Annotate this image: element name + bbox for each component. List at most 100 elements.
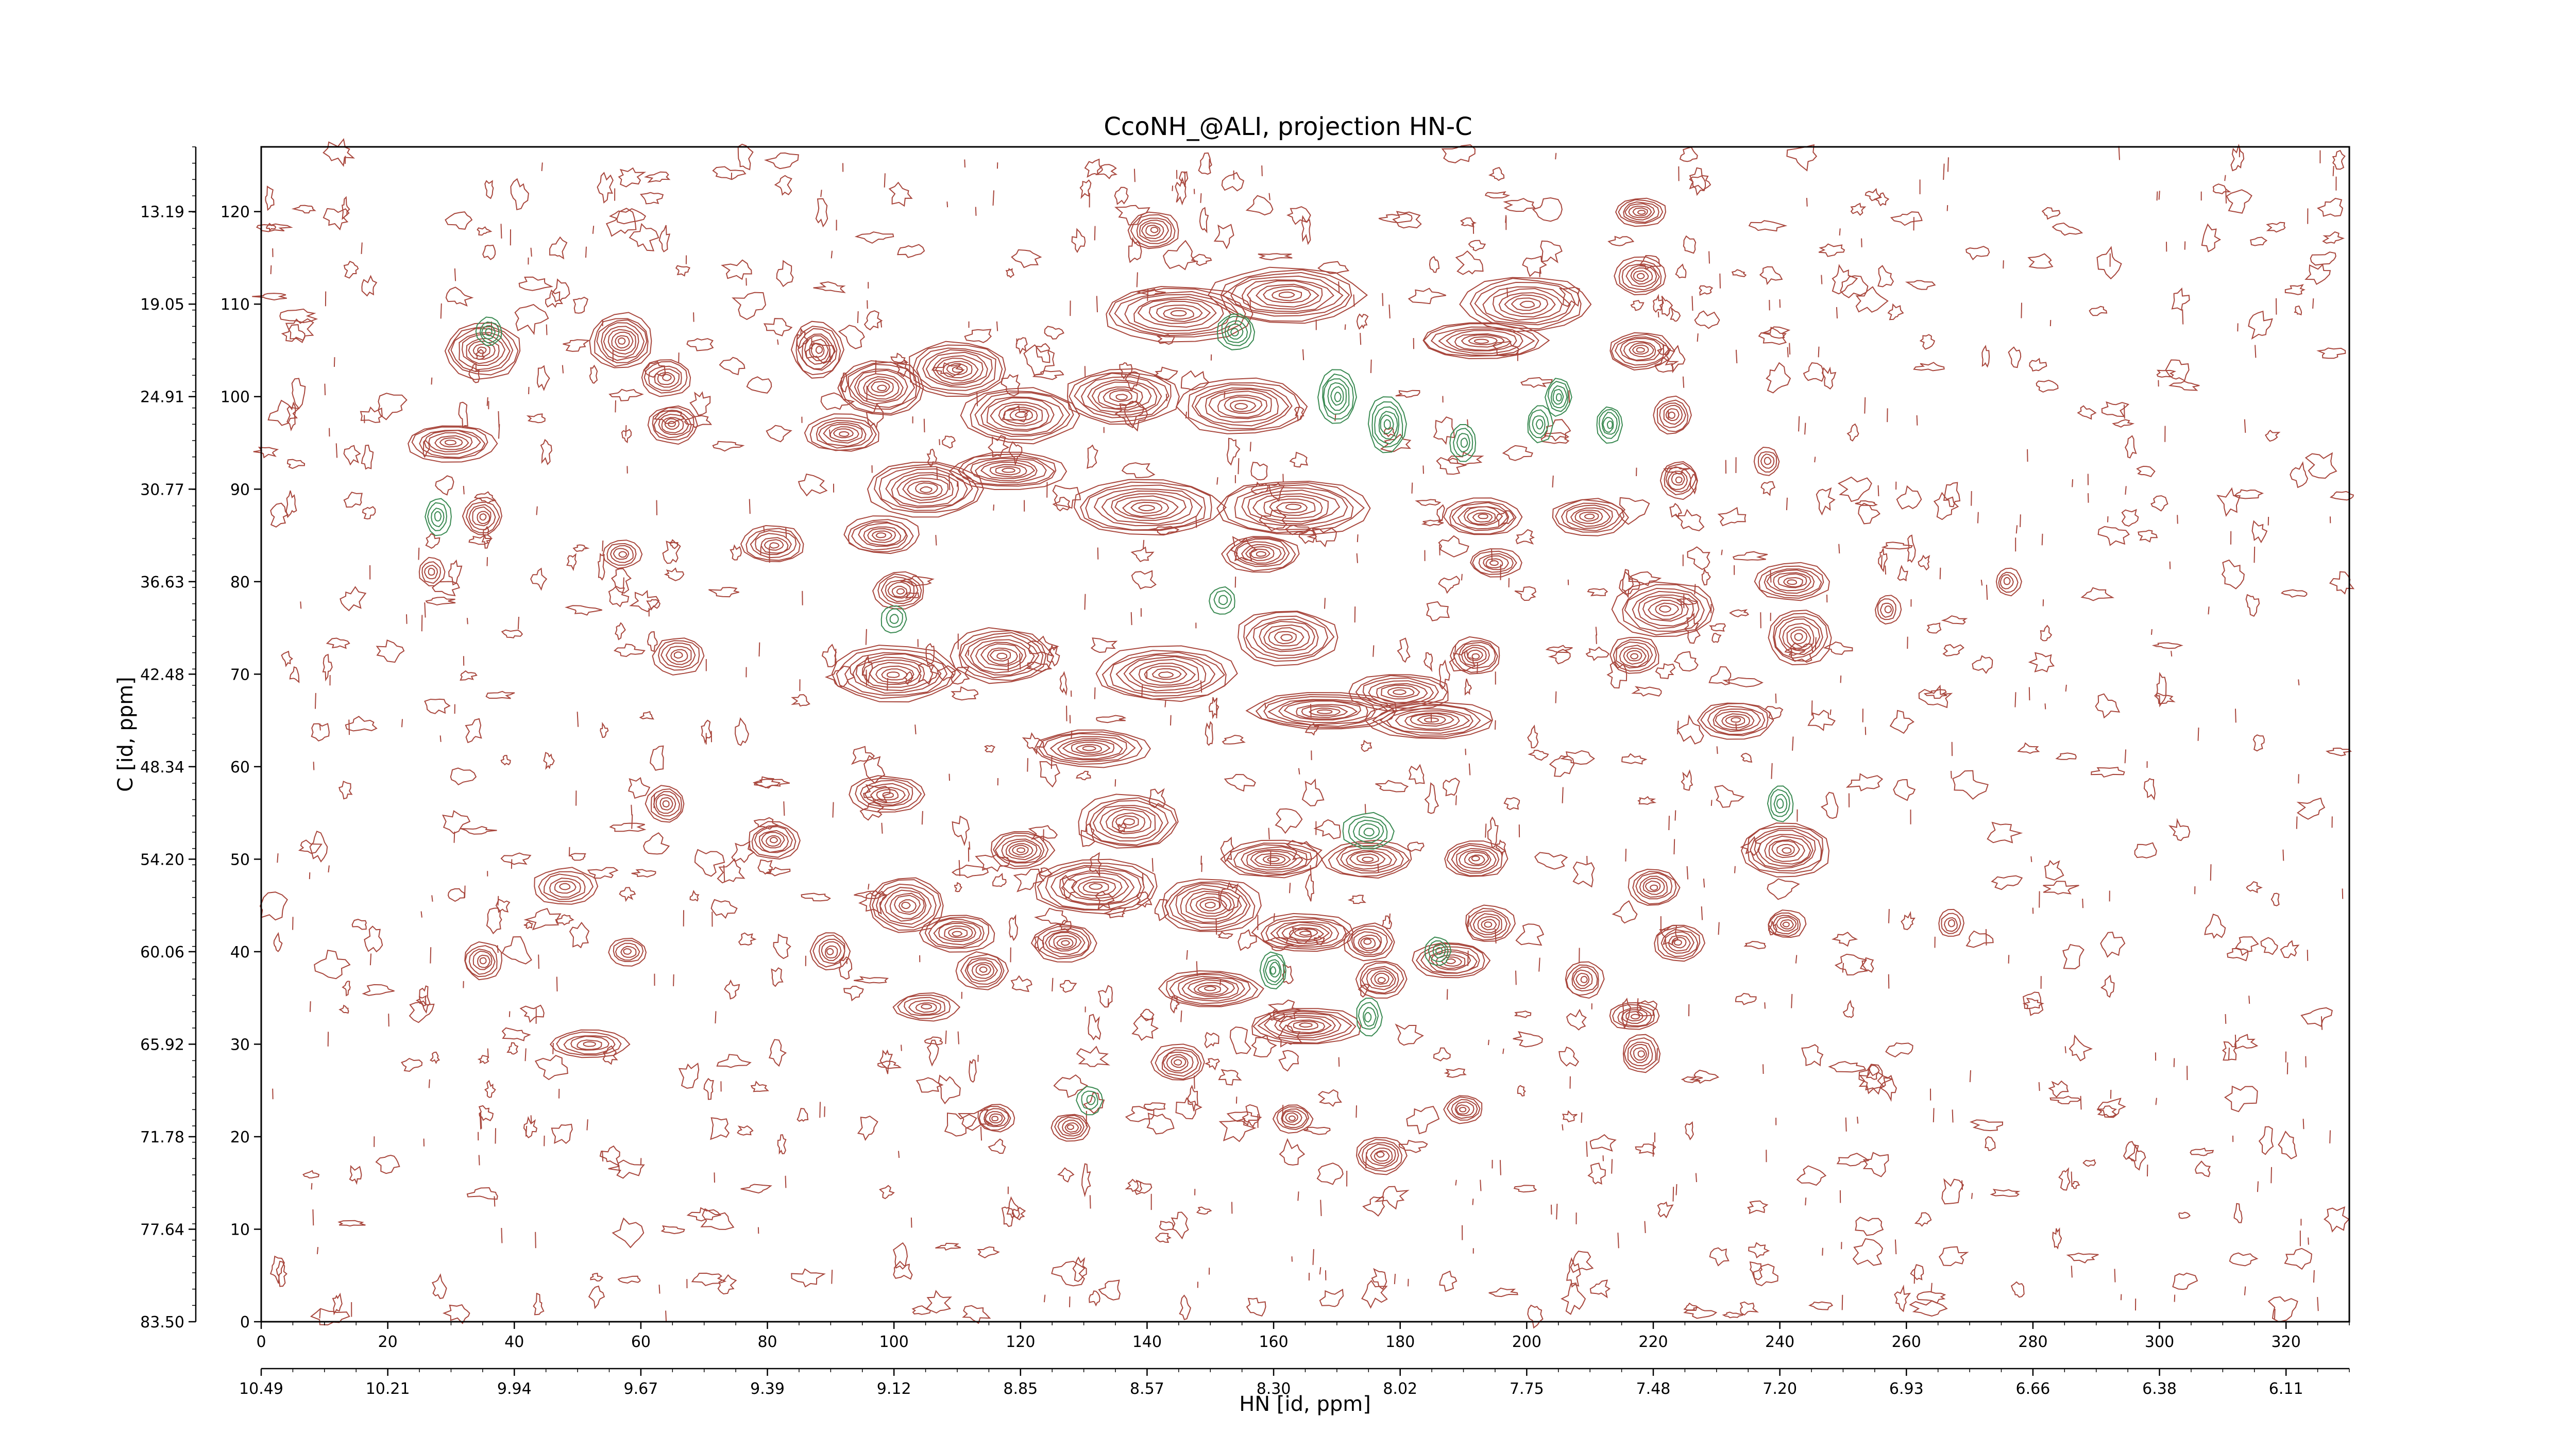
peak-contour — [867, 378, 894, 397]
noise-contour — [1185, 411, 1188, 419]
noise-contour — [1687, 546, 1710, 570]
peak-contour — [662, 800, 670, 808]
noise-contour — [270, 265, 272, 275]
peak-contour — [1234, 484, 1354, 531]
peak-contour — [986, 397, 1055, 432]
noise-contour — [2120, 1294, 2122, 1301]
noise-contour — [2230, 143, 2245, 172]
noise-contour — [1010, 975, 1032, 992]
peak-contour — [1193, 982, 1229, 996]
peak-contour — [877, 384, 887, 391]
peak-contour — [1281, 924, 1330, 942]
noise-contour — [937, 665, 956, 681]
noise-contour — [1905, 280, 1936, 290]
noise-contour — [2212, 183, 2231, 195]
noise-contour — [730, 544, 742, 561]
peak-contour — [1424, 936, 1452, 966]
peak-contour — [1598, 409, 1620, 439]
noise-contour — [2284, 284, 2306, 295]
noise-contour — [1637, 998, 1639, 1011]
noise-contour — [1558, 287, 1581, 307]
noise-contour — [534, 1055, 568, 1081]
y-ppm-tick-label: 42.48 — [140, 666, 184, 684]
noise-contour — [2169, 561, 2171, 569]
peak-contour — [1057, 738, 1123, 760]
peak-contours — [408, 197, 2022, 1175]
noise-contour — [1540, 432, 1570, 444]
noise-contour — [1857, 1117, 1859, 1124]
noise-contour — [1249, 442, 1251, 452]
noise-contour — [500, 852, 532, 865]
noise-contour — [910, 1217, 912, 1228]
noise-contour — [2235, 936, 2259, 956]
peak-contour — [1483, 555, 1510, 570]
peak-contour — [608, 937, 647, 967]
peak-contour — [1580, 975, 1588, 983]
noise-contour — [1885, 1042, 1913, 1058]
peak-contour — [809, 932, 851, 971]
y-ppm-tick-label: 54.20 — [140, 851, 184, 869]
peak-contour — [1767, 785, 1794, 822]
peak-contour — [1943, 917, 1958, 932]
noise-contour — [1758, 326, 1787, 345]
noise-contour — [2027, 253, 2054, 269]
noise-contour — [1316, 1162, 1344, 1185]
peak-contour — [1162, 1049, 1199, 1077]
peak-contour — [1221, 316, 1252, 346]
noise-contour — [1285, 525, 1311, 535]
noise-contour — [1762, 1064, 1764, 1074]
noise-contour — [1859, 957, 1874, 973]
peak-contour — [974, 392, 1071, 437]
peak-contour — [1664, 463, 1697, 496]
noise-contour — [1193, 189, 1195, 194]
noise-contour — [340, 586, 367, 612]
x-ppm-axis: 10.49 10.21 9.94 9.67 9.39 9.12 8.85 8.57 8.30 8.… — [239, 1368, 2350, 1398]
peak-contour — [1555, 393, 1562, 402]
noise-contour — [1429, 256, 1440, 273]
peak-contour — [1675, 476, 1683, 484]
peak-contour — [1725, 715, 1745, 726]
noise-contour — [1515, 529, 1535, 545]
noise-contour — [349, 1165, 362, 1185]
noise-contour — [605, 208, 637, 237]
positive-peak — [602, 540, 643, 569]
noise-contour — [2317, 1297, 2319, 1311]
peak-contour — [809, 417, 877, 451]
peak-contour — [1223, 482, 1365, 533]
noise-contour — [1218, 1069, 1242, 1086]
noise-contour — [445, 287, 474, 307]
peak-contour — [1243, 611, 1335, 662]
noise-contour — [1465, 748, 1466, 755]
peak-contour — [661, 417, 684, 434]
noise-contour — [1514, 1010, 1532, 1018]
noise-contour — [854, 976, 889, 984]
peak-contour — [1308, 707, 1341, 716]
peak-contour — [1776, 916, 1797, 932]
peak-contour — [1622, 1009, 1648, 1024]
peak-contour — [1478, 553, 1514, 573]
noise-contour — [1918, 554, 1930, 571]
peak-contour — [1095, 645, 1238, 702]
peak-contour — [1122, 499, 1170, 517]
noise-contour — [1695, 1173, 1697, 1183]
noise-contour — [362, 984, 395, 996]
noise-contour — [1485, 823, 1487, 838]
noise-contour — [1165, 394, 1168, 401]
noise-contour — [342, 981, 351, 997]
peak-contour — [1270, 921, 1340, 947]
peak-contour — [1035, 858, 1158, 915]
peak-contour — [1713, 709, 1761, 732]
positive-peak — [1938, 908, 1964, 937]
noise-contour — [1913, 1269, 1916, 1284]
noise-contour — [2089, 306, 2108, 316]
noise-contour — [600, 722, 609, 738]
positive-peak — [1609, 637, 1659, 674]
peak-contour — [1226, 843, 1318, 877]
noise-contour — [701, 719, 713, 744]
noise-contour — [1987, 821, 2023, 844]
peak-contour — [554, 881, 577, 894]
noise-contour — [1836, 1153, 1870, 1167]
peak-contour — [1535, 419, 1544, 430]
peak-contour — [979, 966, 988, 973]
noise-contour — [1503, 797, 1520, 811]
